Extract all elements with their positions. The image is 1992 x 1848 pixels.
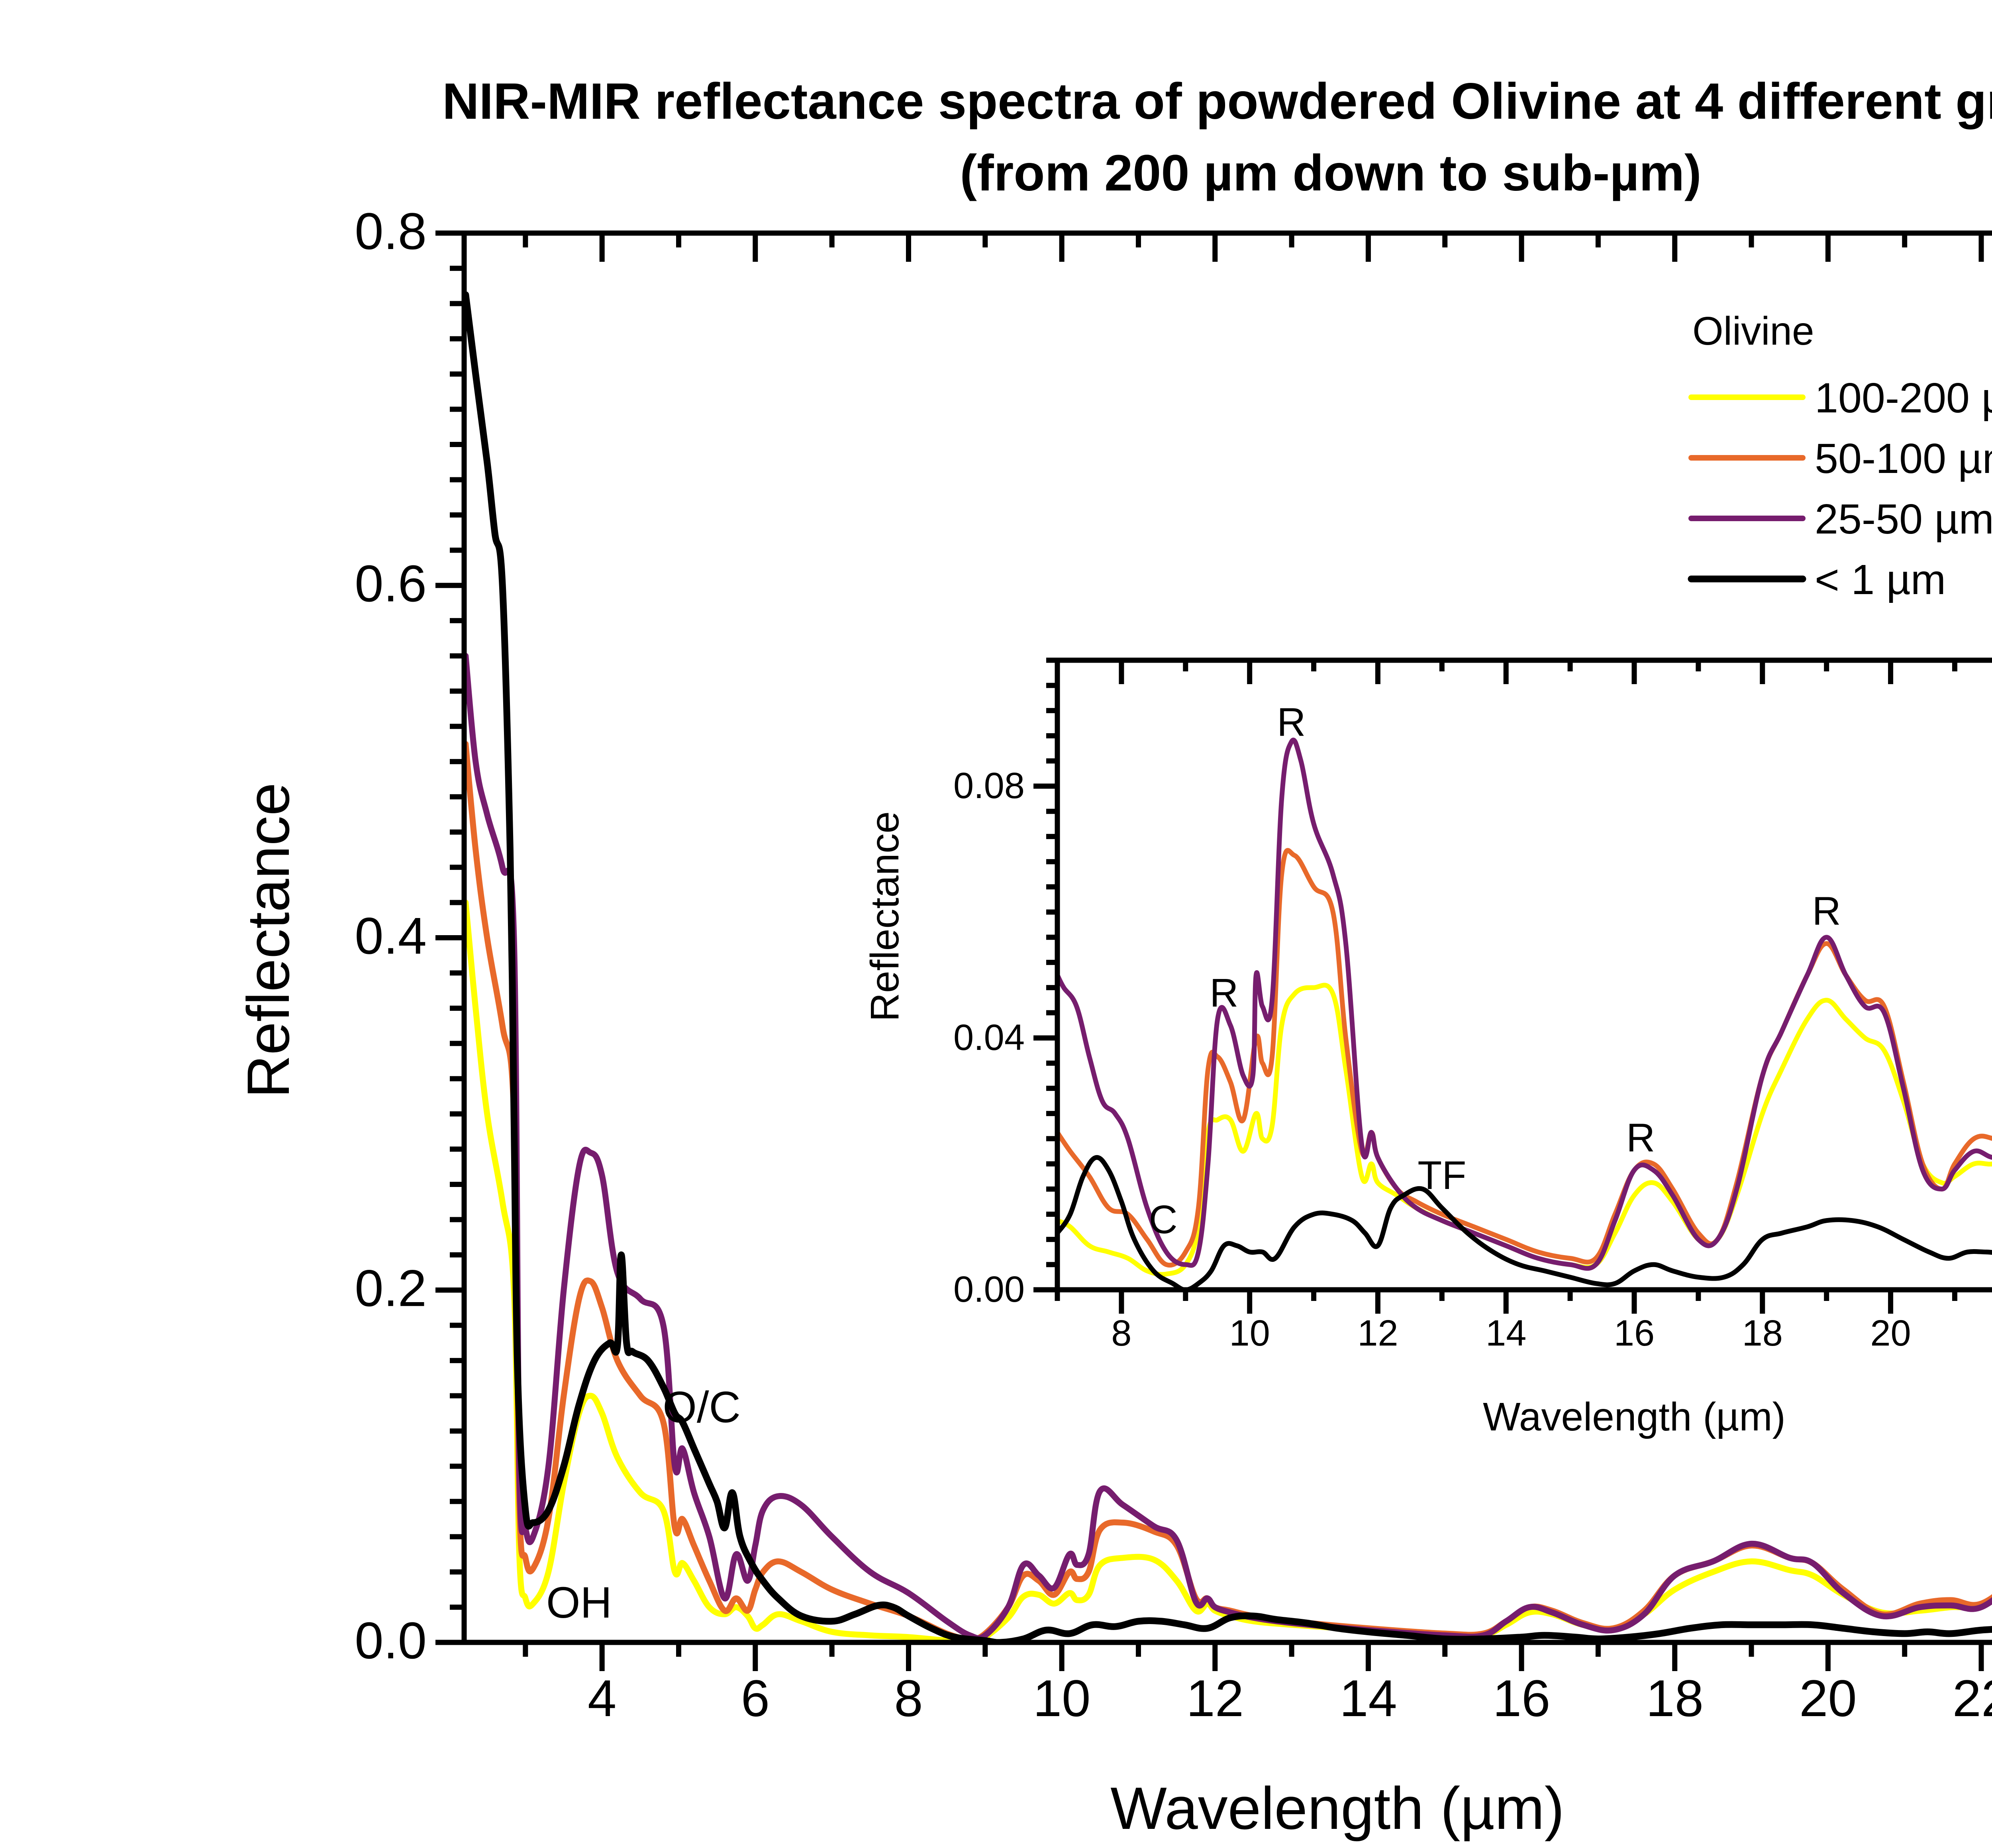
inset-x-tick-label: 20 <box>1870 1313 1911 1354</box>
chart-subtitle: (from 200 µm down to sub-µm) <box>960 145 1701 202</box>
legend-label-25-50-m: 25-50 µm <box>1815 496 1992 543</box>
main-y-tick-label: 0.0 <box>355 1611 427 1669</box>
inset-annotation-r: R <box>1277 700 1306 745</box>
legend-title: Olivine <box>1692 309 1814 353</box>
inset-annotation-r: R <box>1626 1115 1655 1160</box>
main-x-tick-label: 12 <box>1186 1669 1244 1727</box>
inset-x-tick-label: 16 <box>1614 1313 1655 1354</box>
inset-background <box>1057 660 1992 1290</box>
inset-annotation-r: R <box>1210 971 1238 1015</box>
inset-x-tick-label: 18 <box>1742 1313 1783 1354</box>
main-x-tick-label: 18 <box>1646 1669 1704 1727</box>
chart-title: NIR-MIR reflectance spectra of powdered … <box>442 73 1992 130</box>
main-x-tick-label: 14 <box>1339 1669 1397 1727</box>
main-series-group <box>464 291 1992 1642</box>
main-x-tick-label: 20 <box>1799 1669 1857 1727</box>
main-x-tick-label: 16 <box>1493 1669 1551 1727</box>
inset-series-25-50-m <box>1057 738 1992 1271</box>
inset-x-tick-label: 10 <box>1229 1313 1270 1354</box>
main-series-25-50-m <box>464 653 1992 1642</box>
inset-annotation-c: C <box>1149 1197 1177 1242</box>
inset-series-1-m <box>1057 1155 1992 1290</box>
inset-axis-ticks <box>1033 657 1957 1314</box>
main-y-tick-label: 0.4 <box>355 907 427 965</box>
main-y-tick-label: 0.6 <box>355 554 427 612</box>
main-annotation-oh: OH <box>546 1578 612 1627</box>
inset-annotations: CRRTFRRR <box>1149 700 1841 1242</box>
inset-x-tick-label: 8 <box>1111 1313 1131 1354</box>
main-plot: 46810121416182022240.00.20.40.60.8 Wavel… <box>235 202 1992 1842</box>
inset-y-tick-label: 0.08 <box>953 765 1025 806</box>
inset-annotation-tf: TF <box>1418 1153 1466 1198</box>
inset-tick-labels: 810121416182022240.000.040.08 <box>953 765 1911 1354</box>
legend: Olivine 100-200 µm 50-100 µm 25-50 µm < 1 µ… <box>1688 309 1992 603</box>
main-tick-labels: 46810121416182022240.00.20.40.60.8 <box>355 202 1992 1727</box>
inset-x-tick-label: 14 <box>1486 1313 1526 1354</box>
main-y-axis-title: Reflectance <box>235 783 302 1098</box>
legend-label-100-200-m: 100-200 µm <box>1815 375 1992 422</box>
main-x-axis-title: Wavelength (µm) <box>1110 1775 1565 1842</box>
main-y-tick-label: 0.2 <box>355 1259 427 1317</box>
main-x-tick-label: 10 <box>1033 1669 1091 1727</box>
main-annotations: OH O/C <box>546 1383 741 1627</box>
inset-plot: 810121416182022240.000.040.08 Wavelength… <box>863 657 1992 1439</box>
inset-series-group <box>1057 738 1992 1290</box>
legend-label-50-100-m: 50-100 µm <box>1815 435 1992 482</box>
main-series-1-m <box>464 291 1992 1642</box>
main-x-tick-label: 22 <box>1953 1669 1992 1727</box>
main-x-tick-label: 8 <box>894 1669 923 1727</box>
main-series-100-200-m <box>464 899 1992 1642</box>
main-x-tick-label: 4 <box>588 1669 616 1727</box>
main-x-tick-label: 6 <box>741 1669 770 1727</box>
inset-y-axis-title: Reflectance <box>863 811 907 1022</box>
main-axis-ticks <box>435 230 1984 1671</box>
inset-y-tick-label: 0.00 <box>953 1269 1025 1310</box>
inset-y-tick-label: 0.04 <box>953 1017 1025 1058</box>
main-annotation-o-c: O/C <box>663 1383 741 1432</box>
inset-annotation-r: R <box>1812 889 1841 934</box>
main-y-tick-label: 0.8 <box>355 202 427 260</box>
inset-x-axis-title: Wavelength (µm) <box>1483 1395 1786 1439</box>
inset-x-tick-label: 12 <box>1357 1313 1398 1354</box>
legend-entries: 100-200 µm 50-100 µm 25-50 µm < 1 µm <box>1688 375 1992 603</box>
inset-series-50-100-m <box>1057 848 1992 1268</box>
legend-label-1-m: < 1 µm <box>1815 556 1946 603</box>
